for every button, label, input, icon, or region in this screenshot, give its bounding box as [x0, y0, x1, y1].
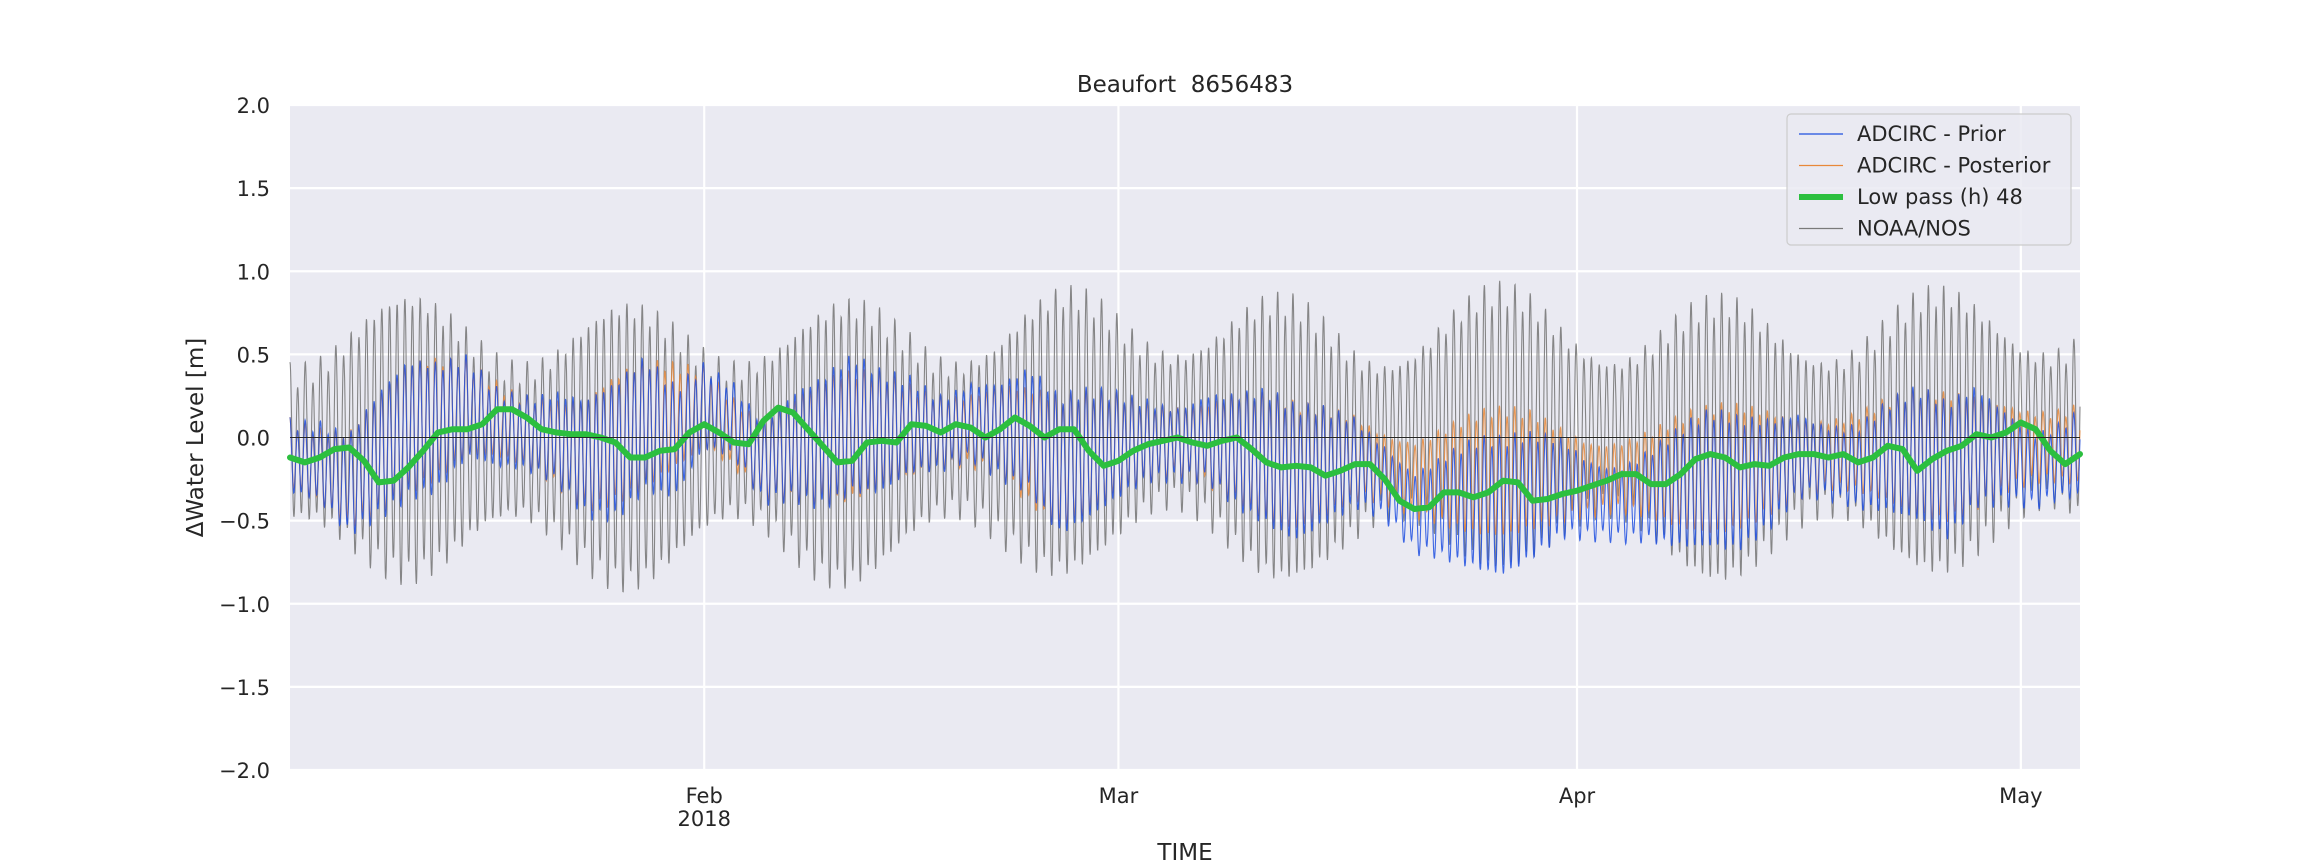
y-tick-label: −1.0 [219, 593, 270, 617]
series-low-pass-48 [287, 404, 2083, 512]
x-tick-label: Feb [686, 784, 723, 808]
legend-label: ADCIRC - Posterior [1857, 154, 2051, 178]
y-axis: 2.0 1.5 1.0 0.5 0.0 −0.5 −1.0 −1.5 −2.0 [219, 94, 270, 783]
x-axis-label: TIME [1156, 840, 1212, 864]
legend-label: ADCIRC - Prior [1857, 122, 2006, 146]
legend: ADCIRC - Prior ADCIRC - Posterior Low pass… [1786, 113, 2072, 246]
legend-label: NOAA/NOS [1857, 217, 1971, 241]
y-tick-label: −2.0 [219, 759, 270, 783]
x-tick-label: May [1999, 784, 2042, 808]
x-tick-label: Mar [1099, 784, 1139, 808]
chart-title: Beaufort 8656483 [1077, 72, 1293, 98]
y-tick-label: 1.5 [237, 177, 270, 201]
y-tick-label: 0.0 [237, 427, 270, 451]
x-tick-sublabel: 2018 [677, 807, 730, 831]
y-tick-label: −0.5 [219, 510, 270, 534]
legend-label: Low pass (h) 48 [1857, 185, 2023, 209]
series-adcirc-prior [289, 354, 2081, 574]
y-tick-label: 0.5 [237, 343, 270, 367]
series-noaa-nos [289, 280, 2081, 593]
y-axis-label: ΔWater Level [m] [183, 338, 209, 537]
series-layer [287, 280, 2083, 593]
x-tick-label: Apr [1559, 784, 1596, 808]
y-tick-label: −1.5 [219, 676, 270, 700]
y-tick-label: 2.0 [237, 94, 270, 118]
y-tick-label: 1.0 [237, 260, 270, 284]
legend-box [1786, 113, 2072, 246]
